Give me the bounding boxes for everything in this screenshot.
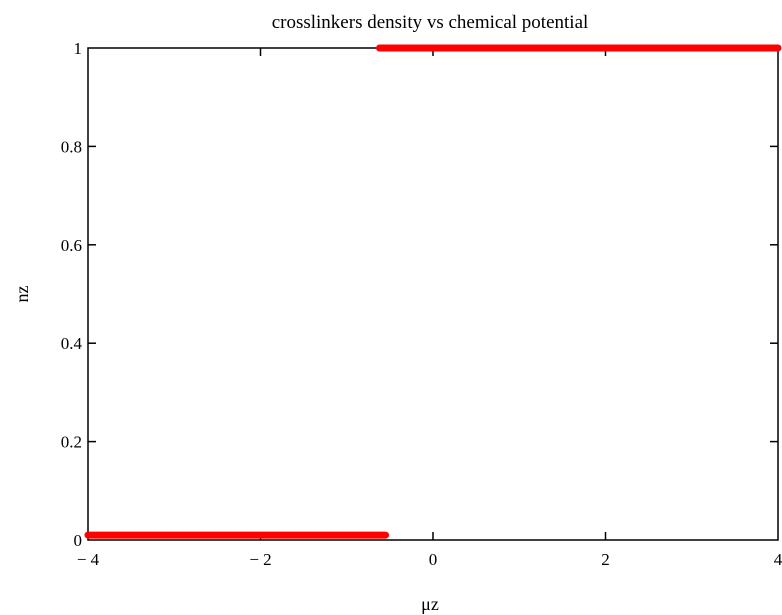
y-tick-label: 0.8 [61,137,82,156]
y-tick-label: 0.2 [61,433,82,452]
x-tick-label: 0 [429,550,438,569]
x-tick-label: 4 [774,550,782,569]
y-tick-label: 1 [74,39,83,58]
series-layer [84,44,782,539]
axis-ticks: − 4 − 2 0 2 4 0 0.2 0.4 0.6 0.8 1 [61,39,782,569]
chart-title: crosslinkers density vs chemical potenti… [272,12,589,33]
y-tick-label: 0 [74,531,83,550]
x-tick-label: − 2 [249,550,271,569]
plot-frame [87,47,779,541]
x-axis-label: μz [421,594,439,614]
y-axis-label: nz [12,286,32,303]
y-tick-label: 0.6 [61,236,82,255]
x-tick-label: 2 [601,550,610,569]
y-tick-label: 0.4 [61,334,83,353]
x-tick-label: − 4 [77,550,100,569]
